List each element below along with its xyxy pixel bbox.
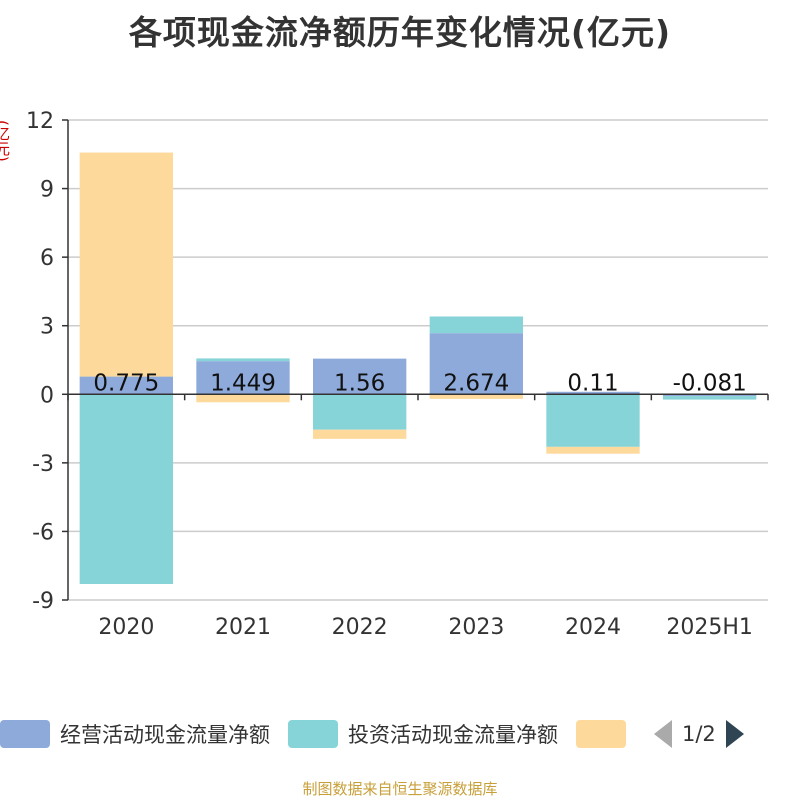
data-label: 1.449 xyxy=(210,370,276,396)
bar-series-0 xyxy=(313,358,407,395)
data-label: 1.56 xyxy=(334,370,385,396)
bar-chart: 12 9 6 3 0 -3 -6 -9 0.775 1.449 1.56 2.674 0.11 -0.08… xyxy=(26,109,769,640)
bar-series-1 xyxy=(663,396,757,400)
bar-series-1 xyxy=(429,316,523,334)
legend: 经营活动现金流量净额 投资活动现金流量净额 1/2 xyxy=(0,716,800,752)
legend-item-operating[interactable]: 经营活动现金流量净额 xyxy=(0,719,270,749)
y-tick-label: 9 xyxy=(40,178,54,203)
legend-page-indicator: 1/2 xyxy=(682,722,716,746)
y-tick-label: 6 xyxy=(40,246,54,271)
y-axis-unit-label: (亿元) xyxy=(0,120,11,162)
data-source-note: 制图数据来自恒生聚源数据库 xyxy=(302,780,498,798)
bar-series-2 xyxy=(313,429,407,439)
legend-pager: 1/2 xyxy=(654,720,744,748)
bar-series-0 xyxy=(663,394,757,397)
bar-series-0 xyxy=(196,361,290,395)
data-label: 2.674 xyxy=(443,370,509,396)
x-tick-label: 2025H1 xyxy=(666,615,753,640)
y-tick-label: -9 xyxy=(32,589,54,614)
y-tick-label: -6 xyxy=(32,520,54,545)
bar-series-0 xyxy=(429,333,523,395)
legend-swatch-investing xyxy=(288,720,338,748)
x-tick-label: 2023 xyxy=(448,615,504,640)
legend-label-investing: 投资活动现金流量净额 xyxy=(348,723,558,747)
x-tick-label: 2024 xyxy=(565,615,621,640)
bar-series-1 xyxy=(313,394,407,430)
legend-swatch-operating xyxy=(0,720,50,748)
bar-series-0 xyxy=(79,376,173,395)
bar-series-1 xyxy=(546,394,640,447)
x-tick-label: 2020 xyxy=(98,615,154,640)
y-tick-label: 3 xyxy=(40,315,54,340)
legend-swatch-financing xyxy=(576,720,626,748)
legend-item-financing[interactable] xyxy=(576,720,636,748)
triangle-left-icon[interactable] xyxy=(654,720,672,748)
data-label: 0.775 xyxy=(93,370,159,396)
legend-item-investing[interactable]: 投资活动现金流量净额 xyxy=(288,719,558,749)
bar-series-2 xyxy=(546,446,640,454)
x-tick-label: 2021 xyxy=(215,615,271,640)
y-tick-label: 0 xyxy=(40,383,54,408)
x-tick-label: 2022 xyxy=(332,615,388,640)
legend-label-operating: 经营活动现金流量净额 xyxy=(60,723,270,747)
y-tick-label: -3 xyxy=(32,452,54,477)
bar-series-2 xyxy=(196,394,290,403)
data-label: 0.11 xyxy=(567,370,618,396)
bar-series-1 xyxy=(79,394,173,584)
y-tick-label: 12 xyxy=(26,109,54,134)
bar-series-1 xyxy=(196,358,290,362)
bar-series-0 xyxy=(546,391,640,395)
triangle-right-icon[interactable] xyxy=(725,720,744,748)
bar-series-2 xyxy=(79,152,173,377)
data-label: -0.081 xyxy=(673,370,747,396)
bar-series-2 xyxy=(429,394,523,399)
chart-title: 各项现金流净额历年变化情况(亿元) xyxy=(128,13,672,52)
